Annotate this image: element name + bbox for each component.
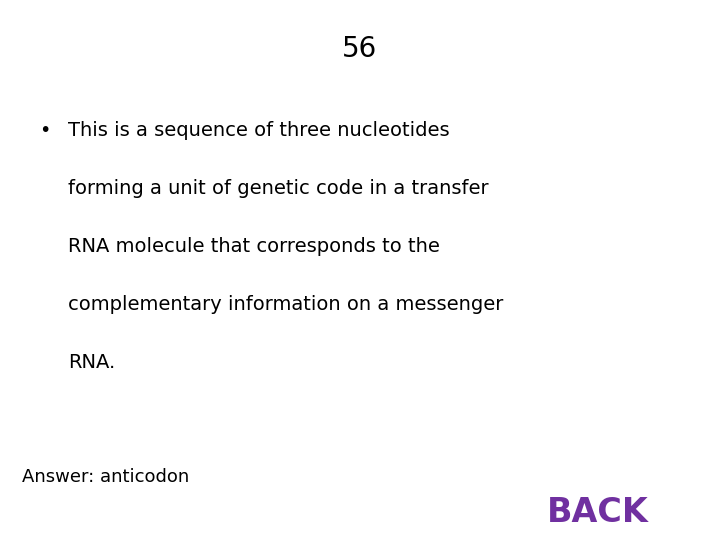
Text: •: • [40,122,51,140]
Text: Answer: anticodon: Answer: anticodon [22,468,189,486]
Text: BACK: BACK [547,496,649,529]
Text: This is a sequence of three nucleotides: This is a sequence of three nucleotides [68,122,450,140]
Text: complementary information on a messenger: complementary information on a messenger [68,295,504,314]
Text: 56: 56 [343,35,377,63]
Text: forming a unit of genetic code in a transfer: forming a unit of genetic code in a tran… [68,179,489,198]
Text: RNA.: RNA. [68,353,116,372]
Text: RNA molecule that corresponds to the: RNA molecule that corresponds to the [68,237,440,256]
